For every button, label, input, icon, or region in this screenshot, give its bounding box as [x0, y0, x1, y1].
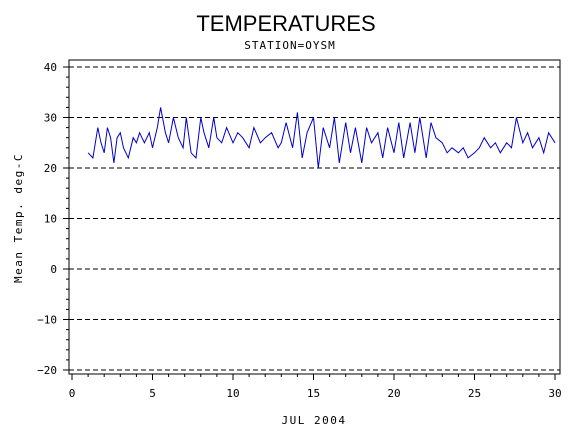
y-tick-label: 40 — [44, 61, 57, 74]
x-tick-label: 0 — [69, 387, 76, 400]
chart-title: TEMPERATURES — [196, 11, 375, 36]
y-tick-label: 30 — [44, 112, 57, 125]
temperature-series-line — [87, 107, 556, 169]
y-tick-label: −20 — [37, 364, 57, 377]
plot-frame — [68, 59, 561, 375]
x-axis: 0 5 10 15 20 25 30 — [69, 374, 562, 400]
x-tick-label: 10 — [226, 387, 239, 400]
chart-subtitle: STATION=OYSM — [244, 39, 335, 52]
x-tick-label: 25 — [468, 387, 481, 400]
y-tick-label: 0 — [50, 263, 57, 276]
y-tick-label: −10 — [37, 314, 57, 327]
x-axis-label: JUL 2004 — [282, 414, 347, 427]
y-tick-label: 10 — [44, 213, 57, 226]
y-axis: −20 −10 0 10 20 30 40 — [37, 61, 69, 377]
x-tick-label: 15 — [307, 387, 320, 400]
grid-lines — [69, 66, 560, 371]
x-tick-label: 30 — [548, 387, 561, 400]
y-axis-label: Mean Temp. deg-C — [12, 153, 25, 283]
x-tick-label: 5 — [149, 387, 156, 400]
x-tick-label: 20 — [387, 387, 400, 400]
y-tick-label: 20 — [44, 162, 57, 175]
